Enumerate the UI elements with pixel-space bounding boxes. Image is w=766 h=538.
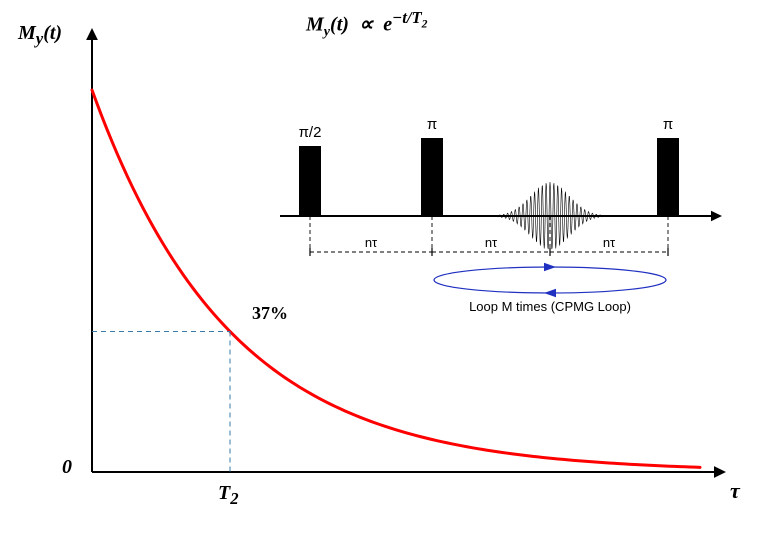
t2-tick-label: T2 — [218, 482, 239, 509]
x-axis-label: τ — [730, 478, 740, 504]
ntau-label-2: nτ — [593, 235, 625, 250]
pulse-label-2: π — [648, 116, 688, 133]
ntau-label-1: nτ — [475, 235, 507, 250]
origin-zero-label: 0 — [62, 456, 72, 479]
decay-formula: My(t) ∝ e−t/T2 — [306, 8, 427, 41]
ntau-label-0: nτ — [355, 235, 387, 250]
figure-root: { "canvas": { "w": 766, "h": 538, "bg": … — [0, 0, 766, 538]
decay-37pct-label: 37% — [252, 303, 288, 324]
pulse-label-0: π/2 — [290, 124, 330, 141]
figure-svg — [0, 0, 766, 538]
y-axis-label: My(t) — [18, 22, 62, 49]
pulse-label-1: π — [412, 116, 452, 133]
cpmg-loop-label: Loop M times (CPMG Loop) — [460, 299, 640, 314]
